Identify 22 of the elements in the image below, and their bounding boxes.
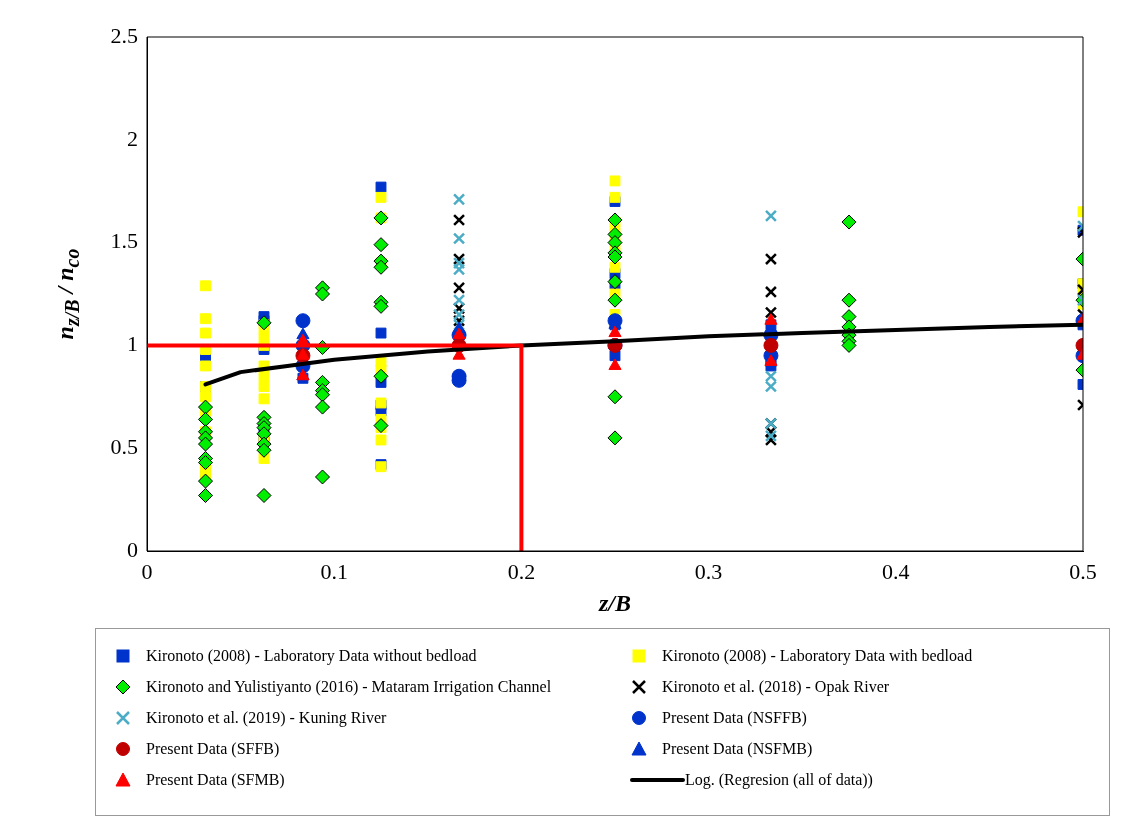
y-tick-label: 0	[127, 536, 138, 562]
legend-label: Kironoto et al. (2019) - Kuning River	[146, 709, 387, 727]
y-tick-label: 2.5	[110, 22, 138, 48]
legend-label: Kironoto (2008) - Laboratory Data without bedload	[146, 647, 477, 665]
legend-label: Present Data (SFMB)	[146, 771, 285, 789]
legend-label: Present Data (SFFB)	[146, 740, 280, 758]
legend-label: Kironoto et al. (2018) - Opak River	[662, 678, 890, 696]
y-tick-label: 2	[127, 125, 138, 151]
x-tick-label: 0.1	[320, 558, 348, 584]
legend-label: Present Data (NSFFB)	[662, 709, 807, 727]
x-tick-label: 0.5	[1069, 558, 1097, 584]
x-tick-label: 0.4	[882, 558, 910, 584]
y-tick-label: 0.5	[110, 433, 138, 459]
y-tick-label: 1	[127, 331, 138, 357]
x-tick-label: 0.3	[694, 558, 723, 584]
x-tick-label: 0.2	[507, 558, 536, 584]
y-tick-label: 1.5	[110, 228, 138, 254]
x-axis-title: z/B	[597, 590, 632, 617]
legend-label: Kironoto and Yulistiyanto (2016) - Mataram Irrigation Channel	[146, 678, 552, 696]
legend-label: Kironoto (2008) - Laboratory Data with bedload	[662, 647, 973, 665]
legend-label: Log. (Regresion (all of data))	[685, 771, 873, 789]
legend-label: Present Data (NSFMB)	[662, 740, 813, 758]
